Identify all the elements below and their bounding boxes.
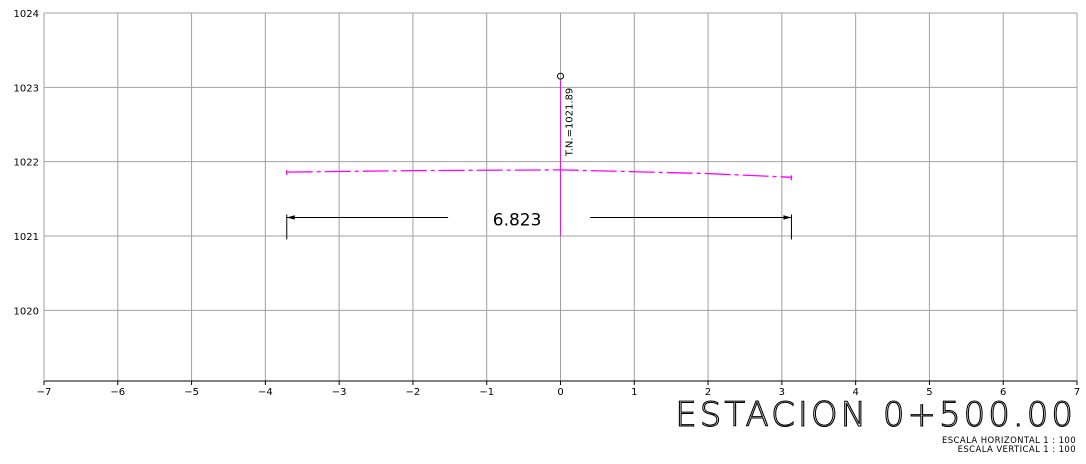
x-tick-label: −2 <box>406 387 421 398</box>
x-tick-label: 5 <box>926 387 932 398</box>
x-tick-label: −5 <box>184 387 199 398</box>
tick-labels: −7 −6 −5 −4 −3 −2 −1 0 1 2 3 4 5 6 7 1020 1021 1022 1023 10… <box>14 9 1081 398</box>
x-tick-label: 3 <box>779 387 785 398</box>
terrain-series <box>286 169 793 181</box>
x-tick-label: 1 <box>631 387 637 398</box>
x-tick-label: −1 <box>479 387 494 398</box>
y-tick-label: 1023 <box>14 83 39 94</box>
ground-elevation-label: T.N.=1021.89 <box>565 88 576 158</box>
x-tick-label: −6 <box>110 387 125 398</box>
centerline-group: T.N.=1021.89 <box>557 72 576 237</box>
y-tick-label: 1022 <box>14 158 39 169</box>
station-title: ESTACION 0+500.00 <box>675 395 1076 435</box>
scale-info: ESCALA HORIZONTAL 1 : 100 ESCALA VERTICA… <box>942 437 1076 455</box>
dimension-value: 6.823 <box>493 210 542 230</box>
x-tick-label: −7 <box>37 387 52 398</box>
y-tick-label: 1020 <box>14 306 39 317</box>
x-tick-label: 6 <box>1000 387 1006 398</box>
dimension-arrow-left <box>286 215 295 220</box>
x-tick-label: −4 <box>258 387 273 398</box>
x-tick-label: 2 <box>705 387 711 398</box>
scale-vertical: ESCALA VERTICAL 1 : 100 <box>957 445 1076 455</box>
x-tick-label: 0 <box>557 387 563 398</box>
dimension-arrow-right <box>783 215 792 220</box>
x-tick-label: −3 <box>332 387 347 398</box>
dimension-group: 6.823 <box>286 210 792 240</box>
x-tick-label: 7 <box>1074 387 1080 398</box>
y-tick-label: 1021 <box>14 232 39 243</box>
x-tick-label: 4 <box>852 387 858 398</box>
terrain-line <box>286 169 792 178</box>
y-tick-label: 1024 <box>14 9 39 20</box>
scale-horizontal: ESCALA HORIZONTAL 1 : 100 <box>941 436 1076 446</box>
centerline-marker <box>557 72 564 80</box>
